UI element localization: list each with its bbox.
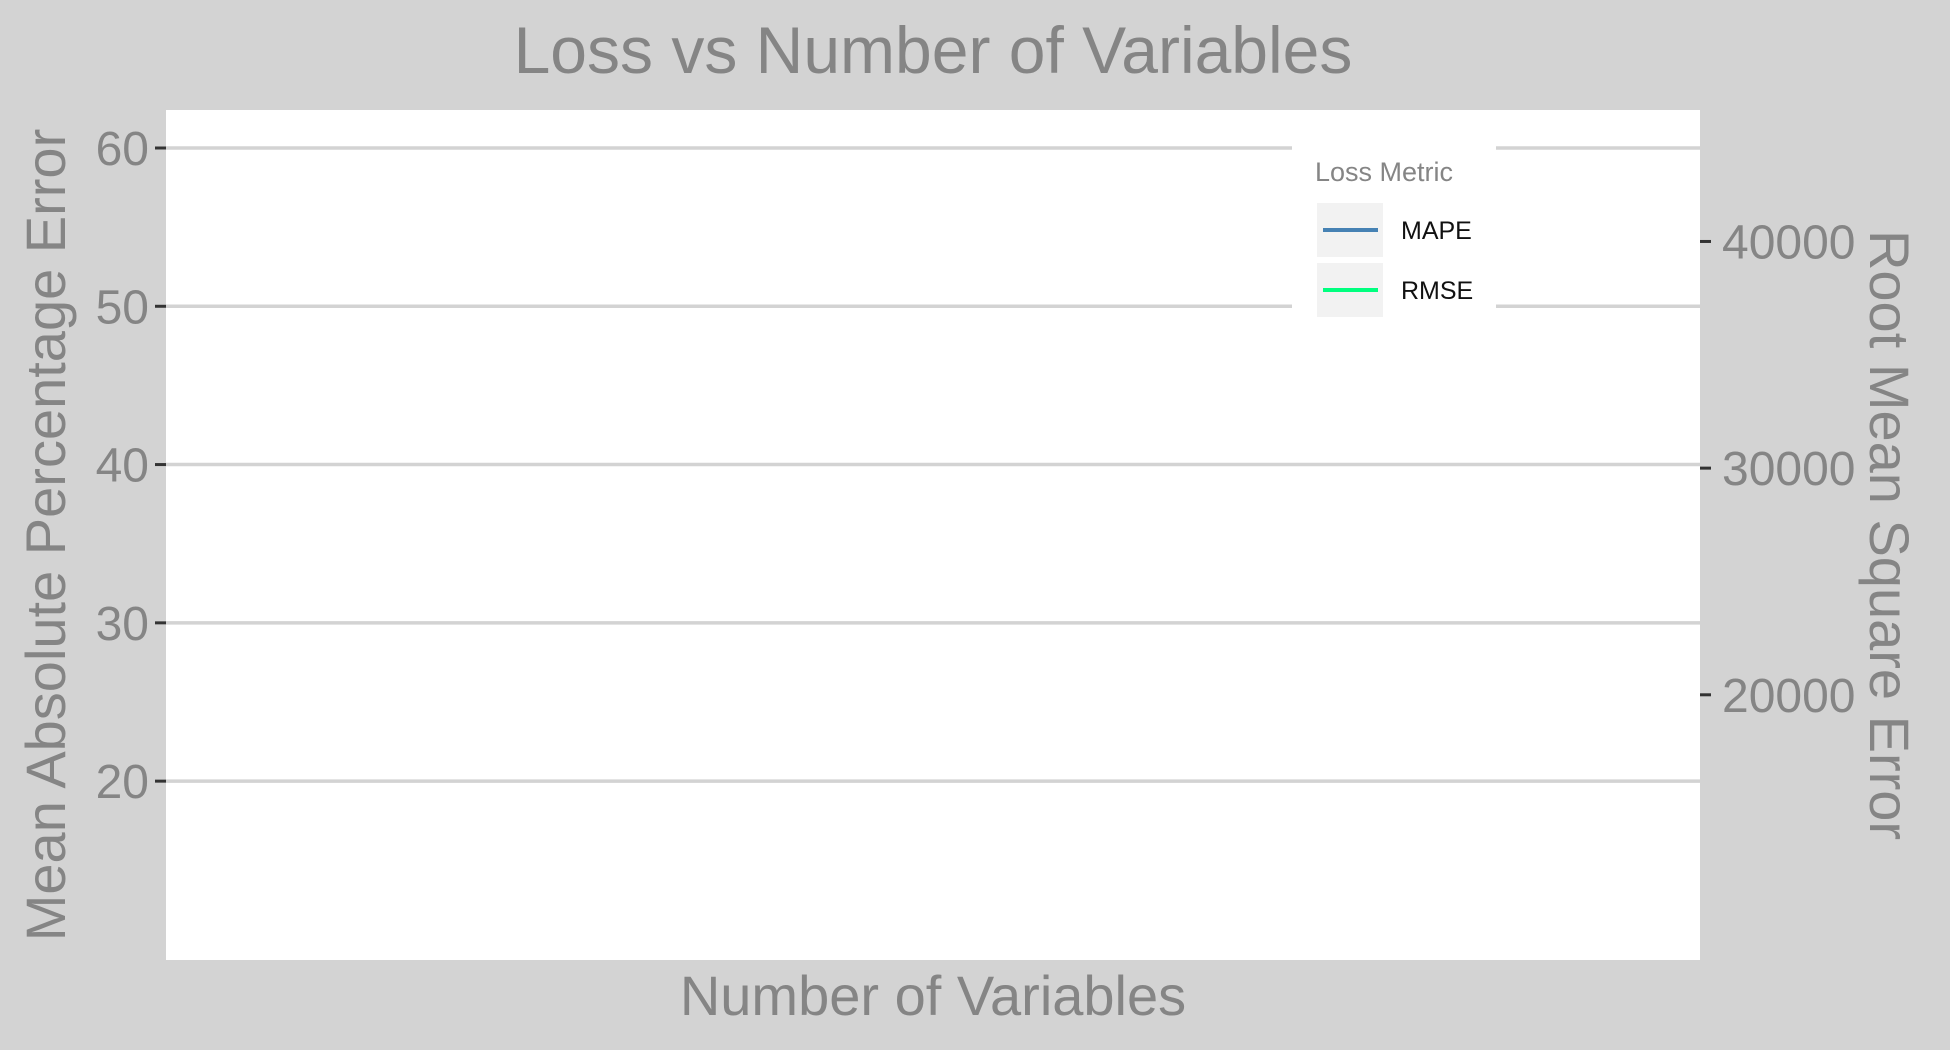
left-axis-ticks: 20 30 40 50 60: [96, 123, 166, 809]
y2-axis-title: Root Mean Square Error: [1858, 230, 1921, 840]
legend-entries: MAPE RMSE: [1317, 203, 1473, 317]
legend-entry-rmse: RMSE: [1317, 263, 1473, 317]
right-axis-ticks: 20000 30000 40000: [1700, 216, 1855, 723]
y-axis-title: Mean Absolute Percentage Error: [14, 129, 77, 941]
left-tick-label-3: 50: [96, 281, 149, 334]
left-tick-label-1: 30: [96, 598, 149, 651]
legend-title: Loss Metric: [1315, 157, 1453, 187]
right-tick-label-2: 40000: [1722, 216, 1855, 269]
left-tick-label-0: 20: [96, 756, 149, 809]
legend-label-1: RMSE: [1401, 277, 1473, 305]
left-tick-label-4: 60: [96, 123, 149, 176]
chart-title: Loss vs Number of Variables: [514, 13, 1353, 87]
right-tick-label-1: 30000: [1722, 443, 1855, 496]
right-tick-label-0: 20000: [1722, 670, 1855, 723]
x-axis-title: Number of Variables: [680, 964, 1186, 1027]
legend-label-0: MAPE: [1401, 217, 1472, 245]
left-tick-label-2: 40: [96, 440, 149, 493]
legend: Loss Metric MAPE RMSE: [1292, 140, 1496, 332]
legend-entry-mape: MAPE: [1317, 203, 1472, 257]
